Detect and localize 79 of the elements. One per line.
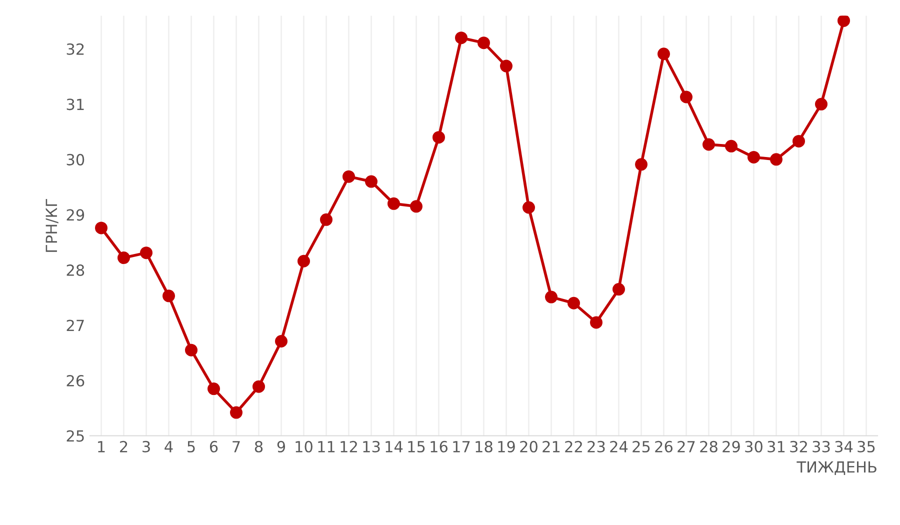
x-tick-label: 27 (678, 440, 695, 452)
point (590, 316, 602, 329)
point (612, 283, 625, 296)
point (208, 382, 220, 396)
point (455, 32, 468, 44)
y-tick-label: 25 (66, 430, 84, 442)
x-tick-label: 16 (430, 440, 448, 452)
point (568, 296, 580, 310)
point (838, 16, 850, 27)
x-tick-label: 24 (610, 440, 628, 452)
x-tick-label: 30 (745, 440, 762, 452)
y-tick-label: 32 (66, 43, 84, 55)
y-tick-label: 30 (66, 154, 84, 166)
point (95, 222, 108, 234)
point (815, 98, 828, 110)
point (118, 252, 130, 264)
point (388, 197, 400, 210)
point (748, 150, 760, 164)
x-tick-label: 20 (520, 440, 538, 452)
x-tick-label: 22 (565, 440, 582, 452)
point (298, 254, 310, 268)
x-tick-label: 4 (164, 441, 173, 452)
x-tick-label: 18 (476, 440, 492, 452)
y-tick-label: 26 (66, 374, 84, 387)
y-tick-label: 27 (66, 320, 84, 332)
point (342, 170, 355, 183)
point (275, 335, 288, 348)
point (635, 158, 648, 171)
x-tick-label: 19 (498, 440, 515, 452)
x-tick-label: 10 (296, 440, 312, 452)
x-tick-label: 28 (700, 440, 718, 452)
point (792, 134, 805, 148)
point (702, 138, 715, 151)
point (162, 290, 175, 302)
x-tick-label: 33 (812, 440, 830, 452)
point (432, 131, 445, 144)
x-tick-label: 3 (142, 440, 150, 452)
x-tick-label: 29 (722, 440, 740, 452)
point (140, 246, 152, 260)
y-tick-label: 29 (66, 209, 84, 221)
x-tick-label: 32 (790, 440, 807, 452)
point (680, 90, 692, 104)
point (500, 60, 512, 72)
point (185, 344, 198, 356)
y-tick-label: 28 (66, 264, 84, 276)
x-tick-label: 6 (210, 440, 218, 452)
x-tick-label: 11 (318, 441, 335, 452)
x-tick-label: 34 (835, 440, 853, 452)
x-tick-label: 5 (188, 441, 195, 452)
point (658, 48, 670, 60)
point (252, 380, 265, 393)
x-tick-label: 12 (340, 440, 357, 452)
point (365, 175, 378, 188)
x-tick-label: 7 (232, 441, 240, 452)
x-tick-label: 25 (632, 440, 650, 452)
point (320, 213, 332, 226)
x-tick-label: 26 (655, 440, 673, 452)
point (770, 153, 782, 166)
y-tick-label: 31 (66, 98, 84, 110)
y-axis-title: ГРН/КГ (46, 198, 58, 252)
x-tick-label: 2 (120, 440, 128, 452)
point (410, 200, 422, 213)
x-axis-title: ТИЖДЕНЬ (796, 461, 876, 475)
x-tick-label: 8 (254, 440, 263, 452)
point (230, 406, 242, 419)
x-tick-label: 31 (768, 440, 785, 452)
x-tick-label: 23 (588, 440, 605, 452)
point (725, 140, 738, 152)
x-tick-label: 13 (363, 440, 380, 452)
x-tick-label: 17 (453, 441, 470, 452)
x-tick-label: 15 (408, 441, 425, 452)
x-tick-label: 21 (542, 440, 560, 452)
point (478, 36, 490, 50)
x-tick-label: 1 (98, 441, 105, 452)
point (522, 201, 535, 214)
x-tick-label: 14 (386, 441, 403, 452)
x-tick-label: 9 (277, 440, 286, 452)
point (545, 290, 558, 304)
x-tick-label: 35 (858, 440, 875, 452)
